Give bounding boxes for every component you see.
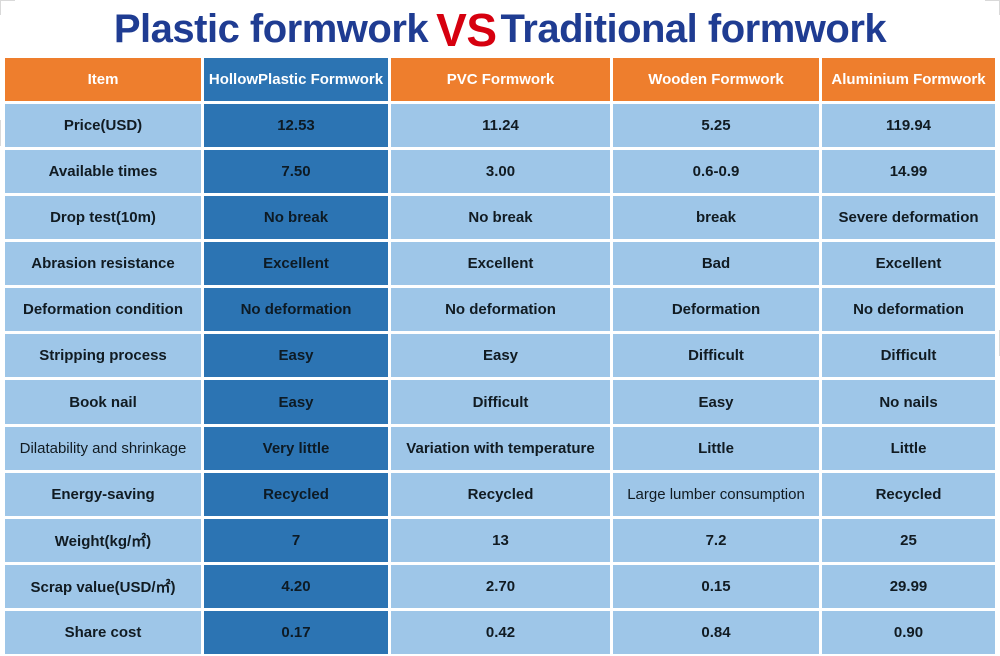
cell-hollow-plastic: 0.17 bbox=[204, 610, 388, 654]
cell-aluminium: Excellent bbox=[822, 242, 995, 286]
table-row: Dilatability and shrinkage Very little V… bbox=[5, 426, 995, 470]
cell-wooden: break bbox=[613, 196, 819, 240]
cell-hollow-plastic: Very little bbox=[204, 426, 388, 470]
cell-hollow-plastic: Recycled bbox=[204, 472, 388, 516]
row-label: Available times bbox=[5, 150, 201, 194]
cell-wooden: Bad bbox=[613, 242, 819, 286]
cell-wooden: Large lumber consumption bbox=[613, 472, 819, 516]
row-label: Dilatability and shrinkage bbox=[5, 426, 201, 470]
page-title: Plastic formwork VS Traditional formwork bbox=[0, 2, 1000, 56]
table-header-row: Item HollowPlastic Formwork PVC Formwork… bbox=[5, 58, 995, 101]
row-label: Drop test(10m) bbox=[5, 196, 201, 240]
cell-aluminium: Difficult bbox=[822, 334, 995, 378]
cell-wooden: Difficult bbox=[613, 334, 819, 378]
cell-aluminium: Recycled bbox=[822, 472, 995, 516]
cell-pvc: 13 bbox=[391, 518, 610, 562]
cell-pvc: 11.24 bbox=[391, 104, 610, 148]
title-vs: VS bbox=[436, 4, 497, 56]
table-row: Available times 7.50 3.00 0.6-0.9 14.99 bbox=[5, 150, 995, 194]
row-label: Energy-saving bbox=[5, 472, 201, 516]
column-header-item: Item bbox=[5, 58, 201, 101]
row-label: Price(USD) bbox=[5, 104, 201, 148]
row-label: Weight(kg/㎡) bbox=[5, 518, 201, 562]
cell-wooden: 0.15 bbox=[613, 564, 819, 608]
cell-pvc: Excellent bbox=[391, 242, 610, 286]
table-row: Drop test(10m) No break No break break S… bbox=[5, 196, 995, 240]
cell-hollow-plastic: 7 bbox=[204, 518, 388, 562]
row-label: Share cost bbox=[5, 610, 201, 654]
cell-wooden: Easy bbox=[613, 380, 819, 424]
table-row: Share cost 0.17 0.42 0.84 0.90 bbox=[5, 610, 995, 654]
cell-hollow-plastic: 7.50 bbox=[204, 150, 388, 194]
cell-aluminium: Little bbox=[822, 426, 995, 470]
cell-pvc: No break bbox=[391, 196, 610, 240]
column-header-pvc-formwork: PVC Formwork bbox=[391, 58, 610, 101]
table-row: Deformation condition No deformation No … bbox=[5, 288, 995, 332]
cell-wooden: 7.2 bbox=[613, 518, 819, 562]
row-label: Stripping process bbox=[5, 334, 201, 378]
cell-hollow-plastic: No deformation bbox=[204, 288, 388, 332]
row-label: Scrap value(USD/㎡) bbox=[5, 564, 201, 608]
cell-hollow-plastic: 12.53 bbox=[204, 104, 388, 148]
cell-hollow-plastic: No break bbox=[204, 196, 388, 240]
row-label: Book nail bbox=[5, 380, 201, 424]
cell-pvc: 2.70 bbox=[391, 564, 610, 608]
table-row: Scrap value(USD/㎡) 4.20 2.70 0.15 29.99 bbox=[5, 564, 995, 608]
cell-pvc: Variation with temperature bbox=[391, 426, 610, 470]
cell-hollow-plastic: Easy bbox=[204, 334, 388, 378]
cell-aluminium: 25 bbox=[822, 518, 995, 562]
cell-aluminium: 0.90 bbox=[822, 610, 995, 654]
cell-wooden: 0.84 bbox=[613, 610, 819, 654]
title-part-plastic: Plastic formwork bbox=[113, 7, 429, 51]
comparison-table: Item HollowPlastic Formwork PVC Formwork… bbox=[5, 58, 995, 654]
cell-hollow-plastic: Easy bbox=[204, 380, 388, 424]
cell-wooden: 0.6-0.9 bbox=[613, 150, 819, 194]
row-label: Deformation condition bbox=[5, 288, 201, 332]
cell-wooden: Little bbox=[613, 426, 819, 470]
cell-hollow-plastic: Excellent bbox=[204, 242, 388, 286]
cell-wooden: Deformation bbox=[613, 288, 819, 332]
column-header-hollow-plastic-formwork: HollowPlastic Formwork bbox=[204, 58, 388, 101]
cell-aluminium: 29.99 bbox=[822, 564, 995, 608]
crop-mark-top-left bbox=[0, 0, 15, 15]
table-row: Abrasion resistance Excellent Excellent … bbox=[5, 242, 995, 286]
cell-aluminium: No nails bbox=[822, 380, 995, 424]
table-row: Stripping process Easy Easy Difficult Di… bbox=[5, 334, 995, 378]
title-part-traditional: Traditional formwork bbox=[500, 7, 887, 51]
cell-pvc: Recycled bbox=[391, 472, 610, 516]
table-row: Price(USD) 12.53 11.24 5.25 119.94 bbox=[5, 104, 995, 148]
cell-wooden: 5.25 bbox=[613, 104, 819, 148]
cell-aluminium: Severe deformation bbox=[822, 196, 995, 240]
crop-mark-middle-left bbox=[0, 120, 15, 146]
column-header-aluminium-formwork: Aluminium Formwork bbox=[822, 58, 995, 101]
cell-pvc: No deformation bbox=[391, 288, 610, 332]
row-label: Abrasion resistance bbox=[5, 242, 201, 286]
cell-aluminium: 119.94 bbox=[822, 104, 995, 148]
cell-aluminium: No deformation bbox=[822, 288, 995, 332]
table-row: Energy-saving Recycled Recycled Large lu… bbox=[5, 472, 995, 516]
table-row: Book nail Easy Difficult Easy No nails bbox=[5, 380, 995, 424]
cell-pvc: Easy bbox=[391, 334, 610, 378]
cell-aluminium: 14.99 bbox=[822, 150, 995, 194]
cell-hollow-plastic: 4.20 bbox=[204, 564, 388, 608]
column-header-wooden-formwork: Wooden Formwork bbox=[613, 58, 819, 101]
cell-pvc: 0.42 bbox=[391, 610, 610, 654]
cell-pvc: Difficult bbox=[391, 380, 610, 424]
table-row: Weight(kg/㎡) 7 13 7.2 25 bbox=[5, 518, 995, 562]
cell-pvc: 3.00 bbox=[391, 150, 610, 194]
